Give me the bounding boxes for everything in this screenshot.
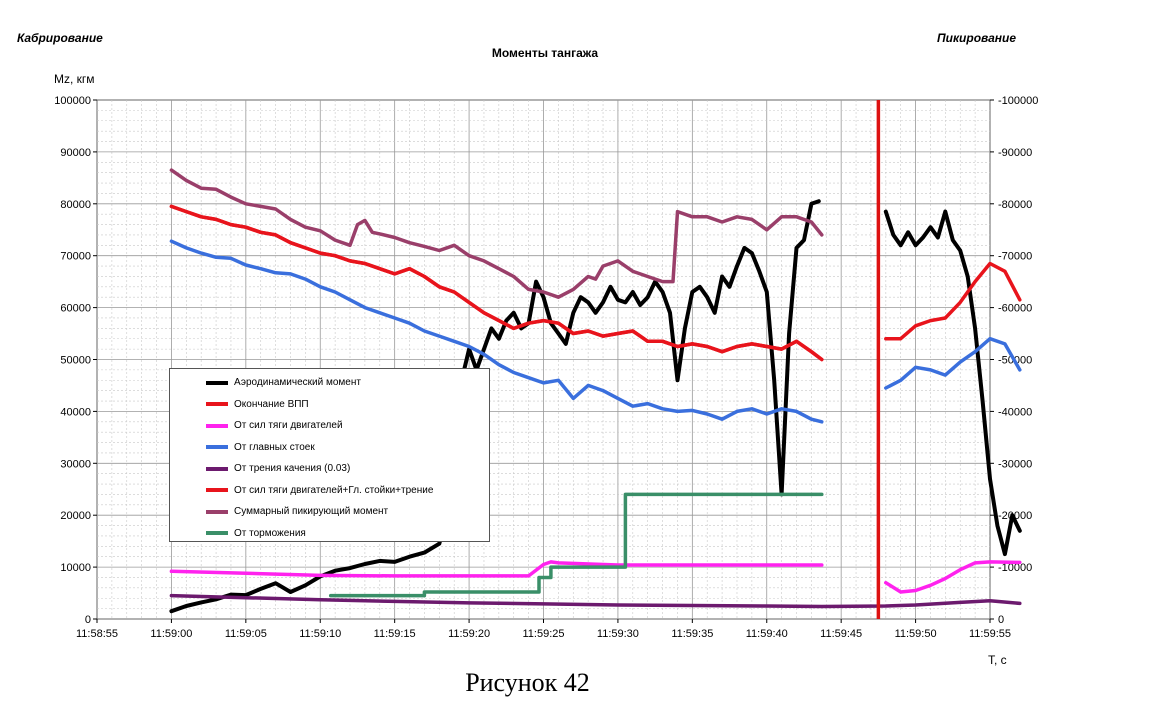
- y-tick-label: 70000: [60, 251, 91, 263]
- series-line: [169, 168, 824, 299]
- x-tick-label: 11:59:10: [299, 628, 341, 640]
- axes: 0 10000 20000 30000 40000 50000 60000 70000 8000…: [54, 95, 1038, 640]
- y-tick-label: 10000: [60, 562, 91, 574]
- x-tick-label: 11:59:30: [597, 628, 639, 640]
- y2-tick-label: -30000: [998, 458, 1032, 470]
- y2-tick-label: -10000: [998, 562, 1032, 574]
- figure-caption: Рисунок 42: [465, 668, 590, 697]
- legend-item: Суммарный пикирующий момент: [170, 501, 489, 523]
- legend-label: Суммарный пикирующий момент: [234, 506, 389, 518]
- y2-tick-label: -60000: [998, 303, 1032, 315]
- x-tick-label: 11:59:45: [820, 628, 862, 640]
- y-tick-label: 20000: [60, 510, 91, 522]
- legend-item: От сил тяги двигателей+Гл. стойки+трение: [170, 480, 489, 502]
- legend-swatch: [206, 509, 228, 514]
- legend-swatch: [206, 466, 228, 471]
- pitch-up-label: Кабрирование: [17, 31, 103, 45]
- x-tick-label: 11:59:00: [150, 628, 192, 640]
- series-line: [884, 261, 1022, 341]
- chart-legend: Аэродинамический момент Окончание ВПП От с…: [169, 368, 490, 542]
- x-tick-label: 11:59:35: [671, 628, 713, 640]
- y2-tick-label: 0: [998, 614, 1004, 626]
- y-tick-label: 60000: [60, 303, 91, 315]
- legend-item: От сил тяги двигателей: [170, 415, 489, 437]
- y2-tick-label: -80000: [998, 199, 1032, 211]
- series-line: [884, 336, 1022, 390]
- legend-swatch: [206, 488, 228, 493]
- legend-item: От трения качения (0.03): [170, 458, 489, 480]
- x-tick-label: 11:58:55: [76, 628, 118, 640]
- legend-item: Окончание ВПП: [170, 394, 489, 416]
- x-tick-label: 11:59:25: [522, 628, 564, 640]
- y-tick-label: 40000: [60, 406, 91, 418]
- y-tick-label: 100000: [54, 95, 91, 107]
- y-axis-title: Mz, кгм: [54, 72, 95, 86]
- series-line: [169, 593, 1022, 609]
- legend-swatch: [206, 423, 228, 428]
- legend-swatch: [206, 402, 228, 407]
- legend-label: От главных стоек: [234, 441, 315, 453]
- y2-tick-label: -20000: [998, 510, 1032, 522]
- y2-tick-label: -40000: [998, 406, 1032, 418]
- series-line: [169, 204, 824, 362]
- x-tick-label: 11:59:40: [746, 628, 788, 640]
- legend-label: От сил тяги двигателей+Гл. стойки+трение: [234, 484, 434, 496]
- y2-tick-label: -100000: [998, 95, 1038, 107]
- legend-label: Окончание ВПП: [234, 398, 309, 410]
- series: [169, 168, 1022, 614]
- legend-label: Аэродинамический момент: [234, 377, 361, 389]
- series-line: [328, 492, 824, 598]
- legend-label: От трения качения (0.03): [234, 463, 351, 475]
- y-tick-label: 80000: [60, 199, 91, 211]
- legend-swatch: [206, 531, 228, 536]
- y2-tick-label: -70000: [998, 251, 1032, 263]
- y-tick-label: 90000: [60, 147, 91, 159]
- chart-title: Моменты тангажа: [491, 46, 599, 60]
- series-line: [169, 199, 821, 614]
- pitch-down-label: Пикирование: [937, 31, 1017, 45]
- y-tick-label: 0: [85, 614, 91, 626]
- series-line: [169, 560, 824, 578]
- legend-item: От главных стоек: [170, 437, 489, 459]
- legend-label: От сил тяги двигателей: [234, 420, 343, 432]
- x-tick-label: 11:59:50: [895, 628, 937, 640]
- series-line: [169, 239, 824, 424]
- y2-tick-label: -90000: [998, 147, 1032, 159]
- x-axis-title: T, c: [988, 653, 1007, 667]
- y-tick-label: 50000: [60, 355, 91, 367]
- legend-label: От торможения: [234, 527, 306, 539]
- x-tick-label: 11:59:15: [374, 628, 416, 640]
- x-tick-label: 11:59:55: [969, 628, 1011, 640]
- legend-item: Аэродинамический момент: [170, 372, 489, 394]
- series-line: [883, 209, 1022, 557]
- legend-swatch: [206, 380, 228, 385]
- legend-swatch: [206, 445, 228, 450]
- legend-item: От торможения: [170, 523, 489, 545]
- x-tick-label: 11:59:05: [225, 628, 267, 640]
- x-tick-label: 11:59:20: [448, 628, 490, 640]
- series-line: [884, 560, 1022, 594]
- y-tick-label: 30000: [60, 458, 91, 470]
